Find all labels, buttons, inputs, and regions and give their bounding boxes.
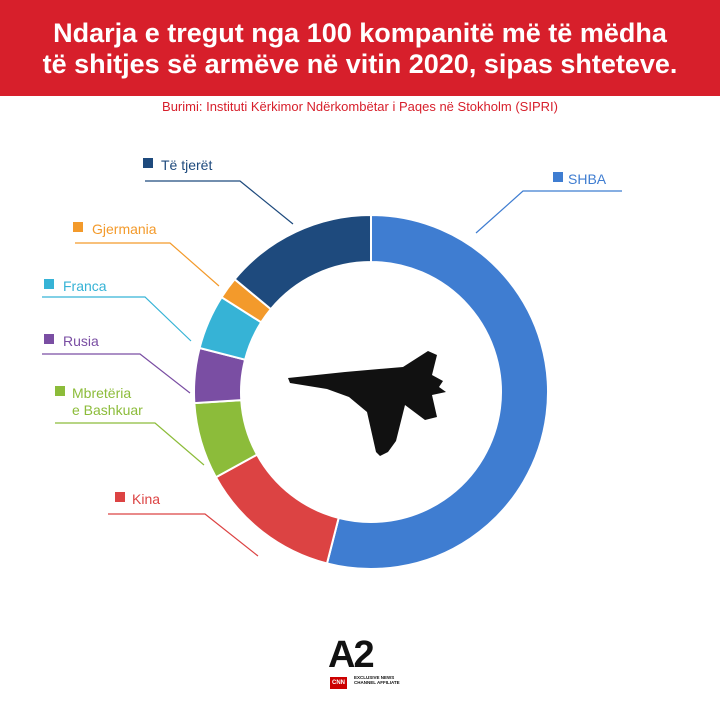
source-text: Burimi: Instituti Kërkimor Ndërkombëtar … [162, 99, 558, 114]
legend-label-te-tjeret: Të tjerët [161, 157, 212, 173]
header-banner: Ndarja e tregut nga 100 kompanitë më të … [0, 0, 720, 96]
legend-label-gjermania: Gjermania [92, 221, 157, 237]
leader-line-franca [42, 296, 192, 342]
legend-label-rusia: Rusia [63, 333, 99, 349]
legend-label-kina: Kina [132, 491, 160, 507]
leader-line-te-tjeret [145, 180, 294, 225]
donut-slices [193, 213, 549, 570]
logo-partner: CNN [330, 677, 347, 689]
leader-lines [42, 180, 622, 557]
slice-shba [325, 213, 549, 570]
logo-brand: A2 [328, 634, 375, 676]
legend-label-shba: SHBA [568, 171, 607, 187]
slice-te-tjeret [233, 213, 372, 311]
a2-cnn-logo: A2 CNN EXCLUSIVE NEWS CHANNEL AFFILIATE [328, 634, 400, 696]
leader-line-kina [108, 513, 259, 557]
legend-label-franca: Franca [63, 278, 107, 294]
leader-line-shba [475, 190, 622, 234]
legend-swatch-rusia [44, 334, 54, 344]
legend-swatch-shba [553, 172, 563, 182]
leader-line-rusia [42, 353, 191, 394]
title-line-1: Ndarja e tregut nga 100 kompanitë më të … [53, 18, 667, 48]
legend-swatch-franca [44, 279, 54, 289]
chart-title: Ndarja e tregut nga 100 kompanitë më të … [0, 0, 720, 80]
slice-kina [214, 453, 340, 565]
legend-label-line-1: Mbretëria [72, 385, 131, 401]
fighter-jet-icon [288, 351, 446, 456]
legend-swatch-gjermania [73, 222, 83, 232]
legend: SHBA Kina Mbretëria e Bashkuar Rusia Franca Gj… [44, 157, 607, 507]
legend-label-mbreteria-e-bashkuar: Mbretëria e Bashkuar [72, 385, 143, 418]
legend-label-line-2: e Bashkuar [72, 402, 143, 418]
legend-swatch-mbreteria-e-bashkuar [55, 386, 65, 396]
legend-swatch-te-tjeret [143, 158, 153, 168]
leader-line-gjermania [75, 242, 220, 287]
logo-tagline: EXCLUSIVE NEWS CHANNEL AFFILIATE [354, 675, 400, 685]
title-line-2: të shitjes së armëve në vitin 2020, sipa… [42, 49, 678, 79]
legend-swatch-kina [115, 492, 125, 502]
leader-line-mbreteria-e-bashkuar [55, 422, 205, 466]
